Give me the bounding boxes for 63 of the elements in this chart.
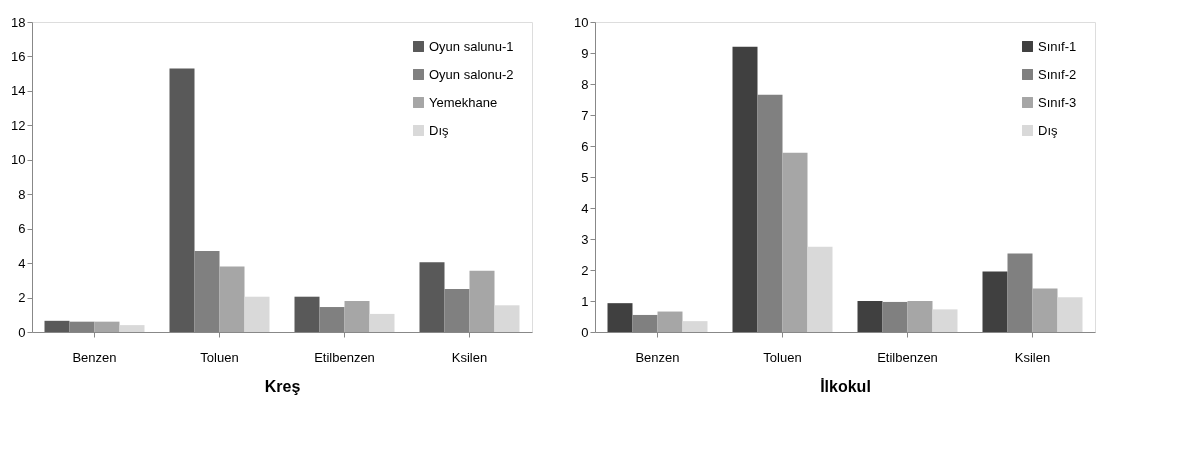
- y-tick-label: 16: [11, 48, 26, 64]
- bar: [657, 311, 683, 332]
- y-tick-label: 4: [18, 255, 26, 271]
- bar: [294, 296, 320, 332]
- y-tick-label: 2: [581, 262, 589, 278]
- x-tick-label: Etilbenzen: [314, 349, 375, 365]
- bar: [607, 303, 633, 332]
- y-tick-label: 18: [11, 14, 26, 30]
- legend-label: Oyun salonu-2: [429, 66, 514, 82]
- bar: [469, 270, 495, 332]
- x-tick-label: Toluen: [200, 349, 239, 365]
- bar: [907, 301, 933, 332]
- legend-label: Yemekhane: [429, 94, 498, 110]
- bar: [1057, 297, 1083, 332]
- bar: [94, 321, 120, 332]
- y-tick-label: 8: [581, 76, 589, 92]
- x-tick-label: Etilbenzen: [877, 349, 938, 365]
- bar: [1032, 288, 1058, 332]
- bar: [807, 246, 833, 332]
- y-tick-label: 10: [11, 152, 26, 168]
- y-tick-label: 0: [581, 324, 589, 340]
- x-axis-title: İlkokul: [820, 377, 871, 395]
- y-tick-label: 9: [581, 45, 589, 61]
- x-tick-label: Toluen: [763, 349, 802, 365]
- bar: [857, 301, 883, 332]
- x-tick-label: Benzen: [72, 349, 117, 365]
- y-tick-label: 0: [18, 324, 26, 340]
- y-tick-label: 1: [581, 293, 589, 309]
- x-tick-label: Ksilen: [451, 349, 488, 365]
- bar: [932, 309, 958, 332]
- bar: [119, 325, 145, 332]
- y-tick-label: 6: [18, 221, 26, 237]
- bar: [682, 321, 708, 332]
- y-tick-label: 3: [581, 231, 589, 247]
- bar: [782, 152, 808, 332]
- legend-label: Sınıf-2: [1038, 66, 1077, 82]
- bar: [219, 266, 245, 332]
- legend-label: Sınıf-3: [1038, 94, 1077, 110]
- bar: [494, 305, 520, 332]
- bar: [732, 46, 758, 332]
- y-tick-label: 12: [11, 117, 26, 133]
- y-tick-label: 7: [581, 107, 589, 123]
- bar: [344, 301, 370, 332]
- bar: [419, 262, 445, 332]
- y-tick-label: 8: [18, 186, 26, 202]
- y-tick-label: 4: [581, 200, 589, 216]
- x-tick-label: Ksilen: [1014, 349, 1051, 365]
- legend-label: Dış: [429, 122, 449, 138]
- bar: [44, 320, 70, 332]
- bar: [982, 271, 1008, 332]
- bar: [169, 68, 195, 332]
- y-tick-label: 10: [574, 14, 589, 30]
- bar: [244, 296, 270, 332]
- x-tick-label: Benzen: [635, 349, 680, 365]
- y-tick-label: 6: [581, 138, 589, 154]
- legend-label: Oyun salunu-1: [429, 38, 514, 54]
- y-tick-label: 2: [18, 290, 26, 306]
- x-axis-title: Kreş: [264, 377, 301, 395]
- y-tick-label: 5: [581, 169, 589, 185]
- legend-label: Dış: [1038, 122, 1058, 138]
- legend-label: Sınıf-1: [1038, 38, 1077, 54]
- bar: [369, 313, 395, 332]
- y-tick-label: 14: [11, 83, 26, 99]
